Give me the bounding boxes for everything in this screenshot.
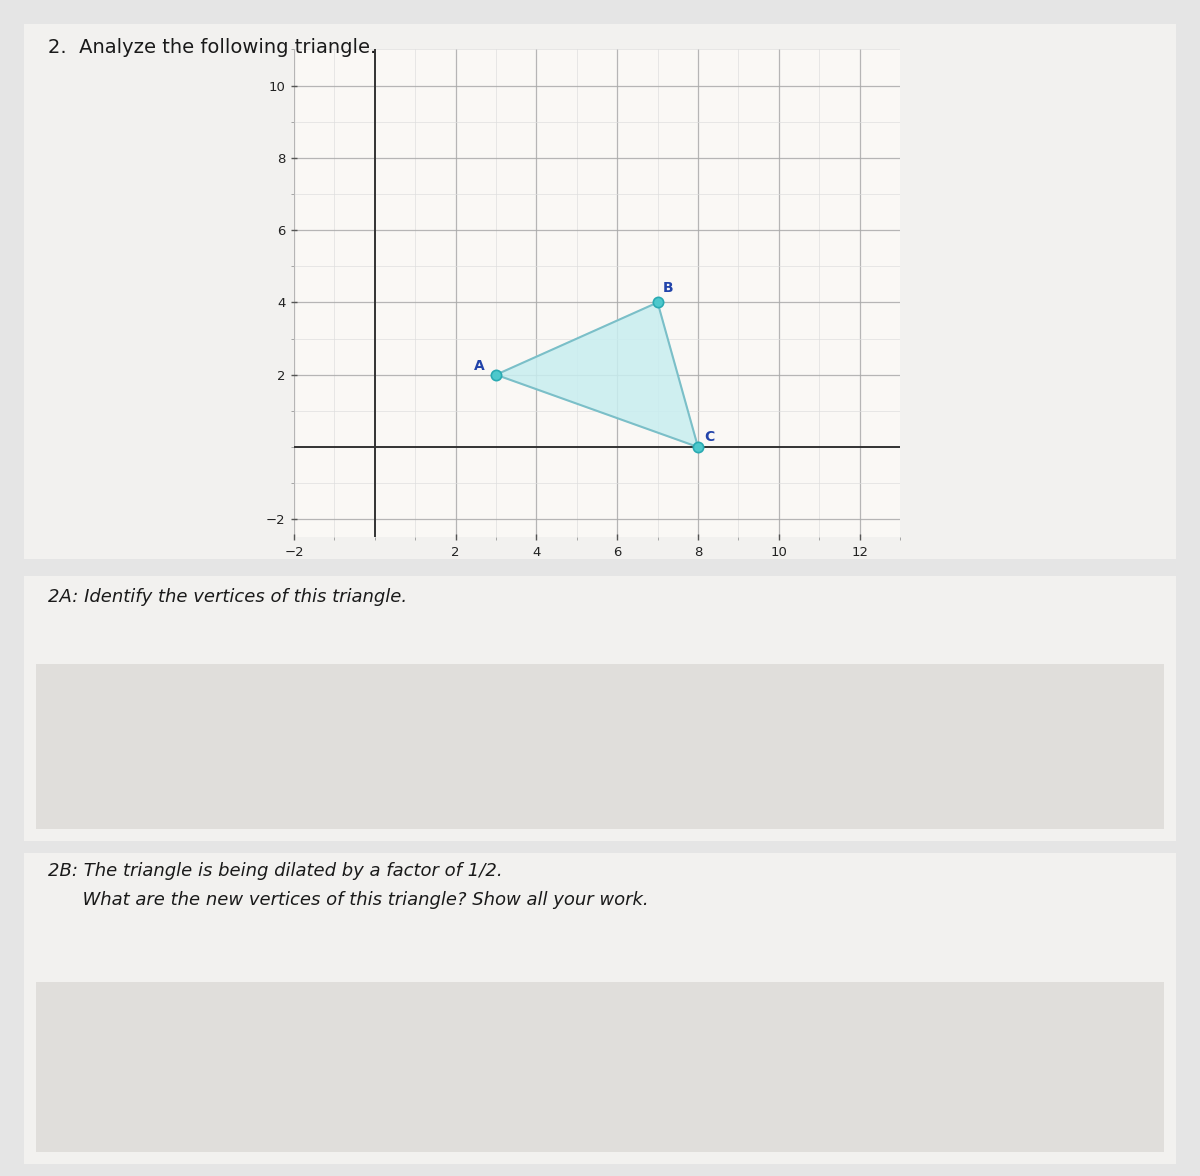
FancyBboxPatch shape <box>25 981 1175 1154</box>
FancyBboxPatch shape <box>7 848 1193 1169</box>
Text: 2.  Analyze the following triangle.: 2. Analyze the following triangle. <box>48 38 377 56</box>
FancyBboxPatch shape <box>7 573 1193 844</box>
Polygon shape <box>496 302 698 447</box>
FancyBboxPatch shape <box>7 15 1193 567</box>
Text: What are the new vertices of this triangle? Show all your work.: What are the new vertices of this triang… <box>48 891 649 909</box>
FancyBboxPatch shape <box>25 663 1175 830</box>
Point <box>648 293 667 312</box>
Point <box>689 437 708 456</box>
Text: 2A: Identify the vertices of this triangle.: 2A: Identify the vertices of this triang… <box>48 588 407 606</box>
Text: C: C <box>704 429 714 443</box>
Text: 2B: The triangle is being dilated by a factor of 1/2.: 2B: The triangle is being dilated by a f… <box>48 862 503 880</box>
Point <box>486 366 505 385</box>
Text: B: B <box>662 281 673 295</box>
Text: A: A <box>474 360 485 374</box>
